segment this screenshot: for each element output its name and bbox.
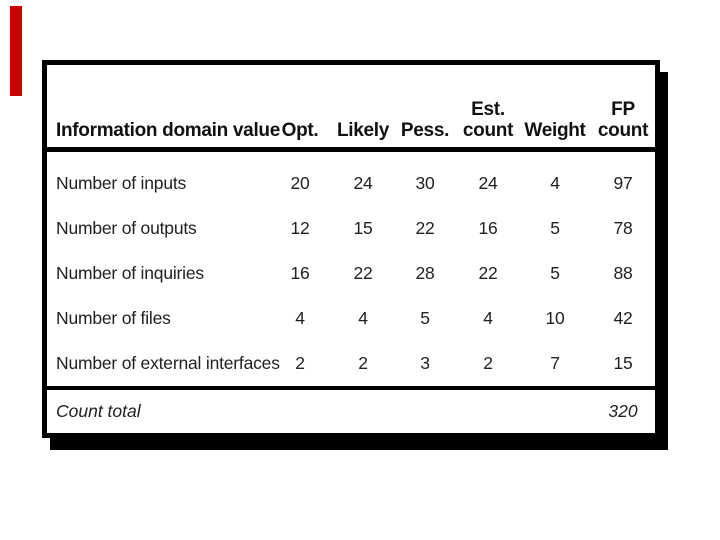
cell-value: 28 <box>415 263 435 283</box>
cell-value: 4 <box>550 173 560 193</box>
cell-value: 22 <box>353 263 373 283</box>
cell-value: 42 <box>613 308 633 328</box>
row-label: Number of inputs <box>56 173 187 193</box>
column-header-likely: Likely <box>333 120 393 141</box>
column-header-pess: Pess. <box>393 120 457 141</box>
table-header-row: Information domain value Opt. Likely Pes… <box>47 65 655 147</box>
column-header-opt: Opt. <box>267 120 333 141</box>
cell-value: 4 <box>295 308 305 328</box>
table-row-inputs: Number of inputs 20 24 30 24 4 97 <box>47 161 655 206</box>
column-header-line-top: Est. <box>471 99 505 120</box>
row-label: Number of files <box>56 308 171 328</box>
cell-value: 22 <box>478 263 498 283</box>
cell-value: 5 <box>420 308 430 328</box>
total-value: 320 <box>608 400 638 421</box>
cell-value: 16 <box>290 263 310 283</box>
cell-value: 5 <box>550 263 560 283</box>
column-header-line-bottom: count <box>462 120 514 141</box>
column-header-line-bottom: Pess. <box>400 120 450 141</box>
red-accent-bar <box>10 6 22 96</box>
cell-value: 2 <box>483 353 493 373</box>
column-header-line-bottom: count <box>597 120 649 141</box>
column-header-domain: Information domain value <box>56 120 280 141</box>
cell-value: 12 <box>290 218 310 238</box>
cell-value: 30 <box>415 173 435 193</box>
column-header-line-bottom: Likely <box>336 120 390 141</box>
table-body: Number of inputs 20 24 30 24 4 97 Number… <box>47 152 655 386</box>
cell-value: 20 <box>290 173 310 193</box>
cell-value: 15 <box>353 218 373 238</box>
row-label: Number of external interfaces <box>56 353 280 373</box>
table-row-external-interfaces: Number of external interfaces 2 2 3 2 7 … <box>47 341 655 386</box>
cell-value: 7 <box>550 353 560 373</box>
row-label: Number of inquiries <box>56 263 204 283</box>
column-header-weight: Weight <box>519 120 591 141</box>
table-row-inquiries: Number of inquiries 16 22 28 22 5 88 <box>47 251 655 296</box>
cell-value: 2 <box>358 353 368 373</box>
header-divider <box>47 147 655 152</box>
row-label: Number of outputs <box>56 218 197 238</box>
column-header-line-top: FP <box>611 99 635 120</box>
cell-value: 2 <box>295 353 305 373</box>
cell-value: 5 <box>550 218 560 238</box>
cell-value: 10 <box>545 308 565 328</box>
cell-value: 4 <box>483 308 493 328</box>
total-divider <box>47 386 655 390</box>
total-label: Count total <box>56 400 141 421</box>
cell-value: 24 <box>353 173 373 193</box>
table-row-files: Number of files 4 4 5 4 10 42 <box>47 296 655 341</box>
function-point-table: Information domain value Opt. Likely Pes… <box>42 60 660 438</box>
column-header-line-bottom: Opt. <box>281 120 319 141</box>
column-header-line-bottom: Weight <box>524 120 586 141</box>
table-row-outputs: Number of outputs 12 15 22 16 5 78 <box>47 206 655 251</box>
cell-value: 78 <box>613 218 633 238</box>
column-header-est-count: Est. count <box>457 99 519 141</box>
cell-value: 16 <box>478 218 498 238</box>
cell-value: 24 <box>478 173 498 193</box>
cell-value: 22 <box>415 218 435 238</box>
total-row: Count total 320 <box>47 390 655 432</box>
cell-value: 3 <box>420 353 430 373</box>
column-header-fp-count: FP count <box>591 99 655 141</box>
cell-value: 15 <box>613 353 633 373</box>
cell-value: 88 <box>613 263 633 283</box>
cell-value: 97 <box>613 173 633 193</box>
cell-value: 4 <box>358 308 368 328</box>
